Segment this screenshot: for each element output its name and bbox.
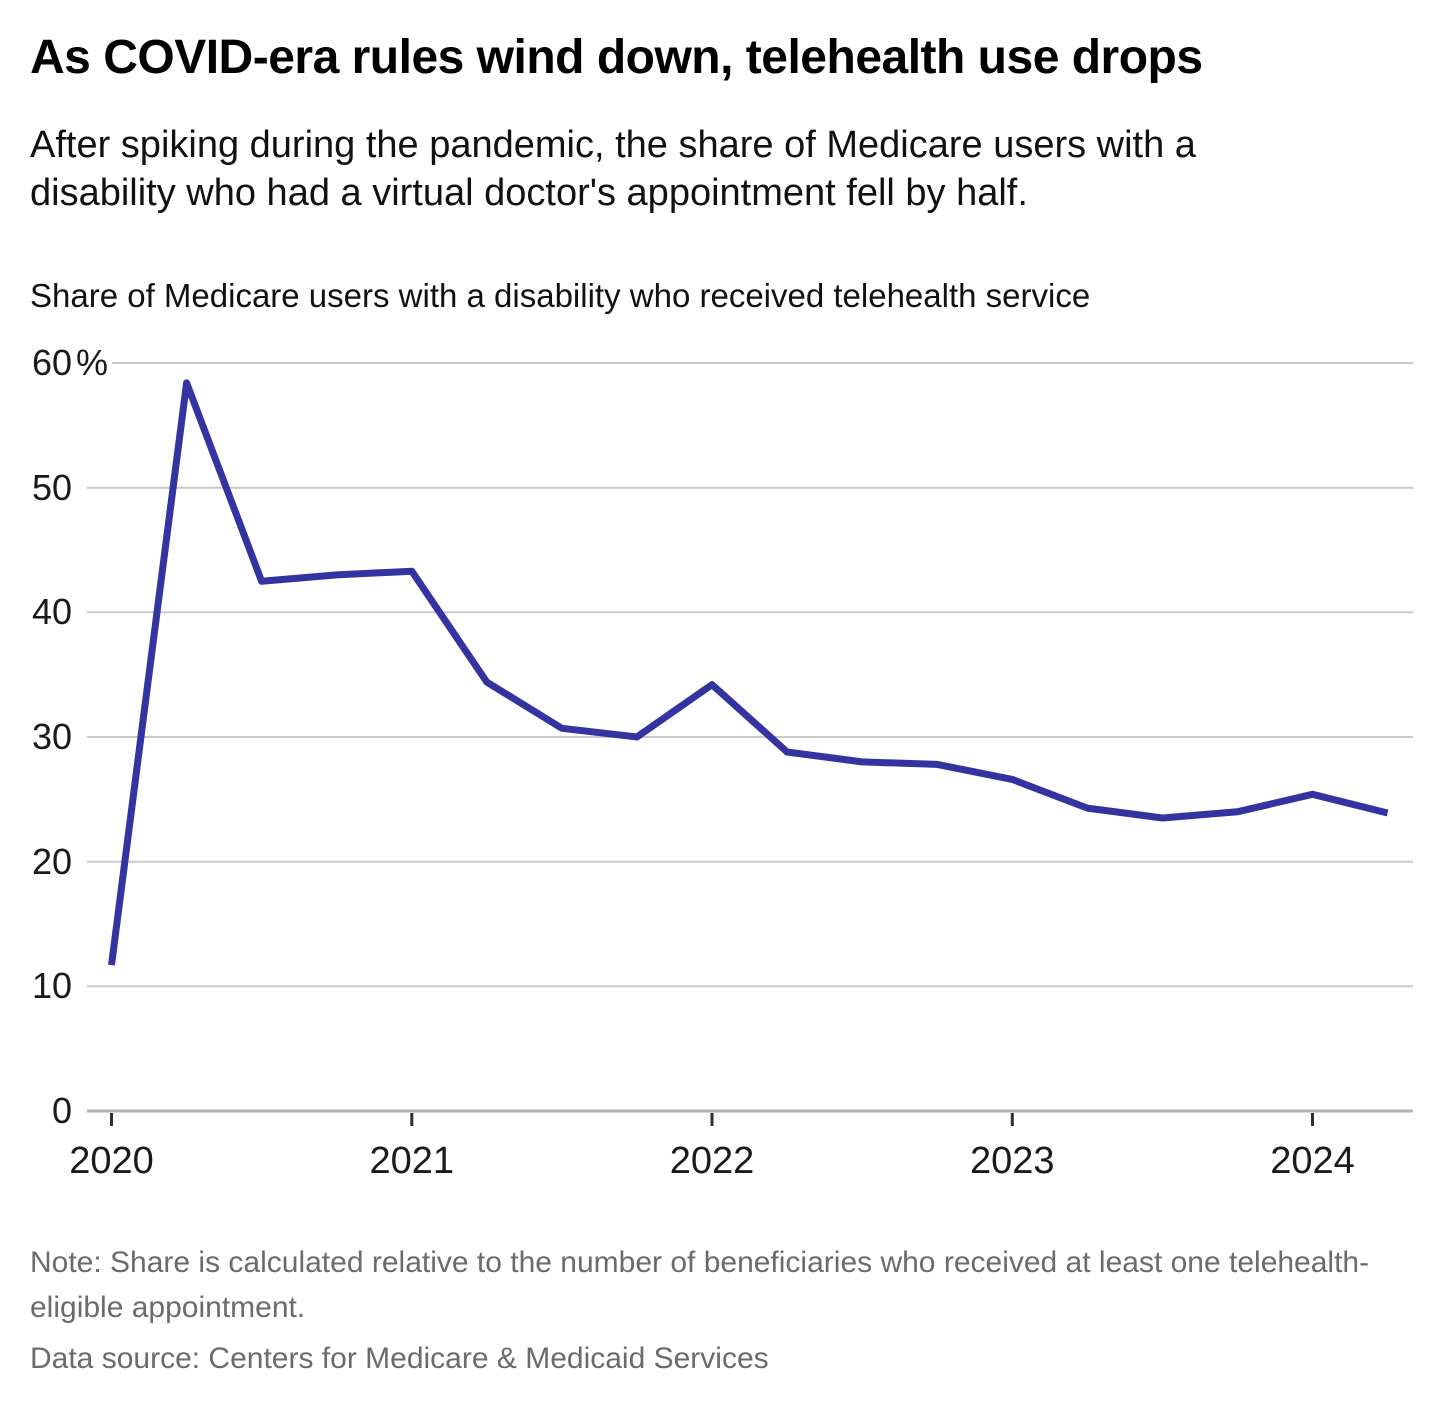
axis-tick-2020 <box>110 1113 113 1126</box>
y-tick-label-50: 50 <box>31 466 72 508</box>
x-axis-ticks <box>110 1113 1314 1126</box>
axis-tick-2023 <box>1010 1113 1014 1126</box>
y-tick-label-40: 40 <box>31 591 72 633</box>
x-tick-label-2022: 2022 <box>669 1140 755 1182</box>
axis-tick-2021 <box>410 1113 414 1126</box>
axis-tick-2022 <box>710 1113 714 1126</box>
chart-subtitle: After spiking during the pandemic, the s… <box>30 124 1196 215</box>
chart-description: Share of Medicare users with a disabilit… <box>30 277 1091 314</box>
y-tick-label-10: 10 <box>31 965 72 1007</box>
line-chart-svg <box>87 362 1413 1126</box>
y-tick-label-60: 60% <box>31 342 109 383</box>
chart-area: 60% 50 40 30 20 10 0 2020 2021 2022 2023 2024 <box>0 330 1440 1210</box>
chart-data-source: Data source: Centers for Medicare & Medi… <box>30 1342 769 1375</box>
chart-note: Note: Share is calculated relative to th… <box>30 1246 1370 1324</box>
axis-tick-2024 <box>1311 1113 1314 1126</box>
x-tick-label-2023: 2023 <box>969 1140 1055 1182</box>
page-title: As COVID-era rules wind down, telehealth… <box>30 31 1203 84</box>
y-tick-label-0: 0 <box>51 1090 72 1131</box>
gridlines <box>87 362 1413 988</box>
x-tick-label-2021: 2021 <box>369 1140 455 1182</box>
y-tick-label-30: 30 <box>31 716 72 757</box>
x-tick-label-2020: 2020 <box>69 1140 154 1182</box>
y-tick-label-20: 20 <box>31 840 72 882</box>
telehealth-share-line <box>108 379 1389 966</box>
percent-sign: % <box>76 342 109 383</box>
x-tick-label-2024: 2024 <box>1270 1140 1355 1182</box>
